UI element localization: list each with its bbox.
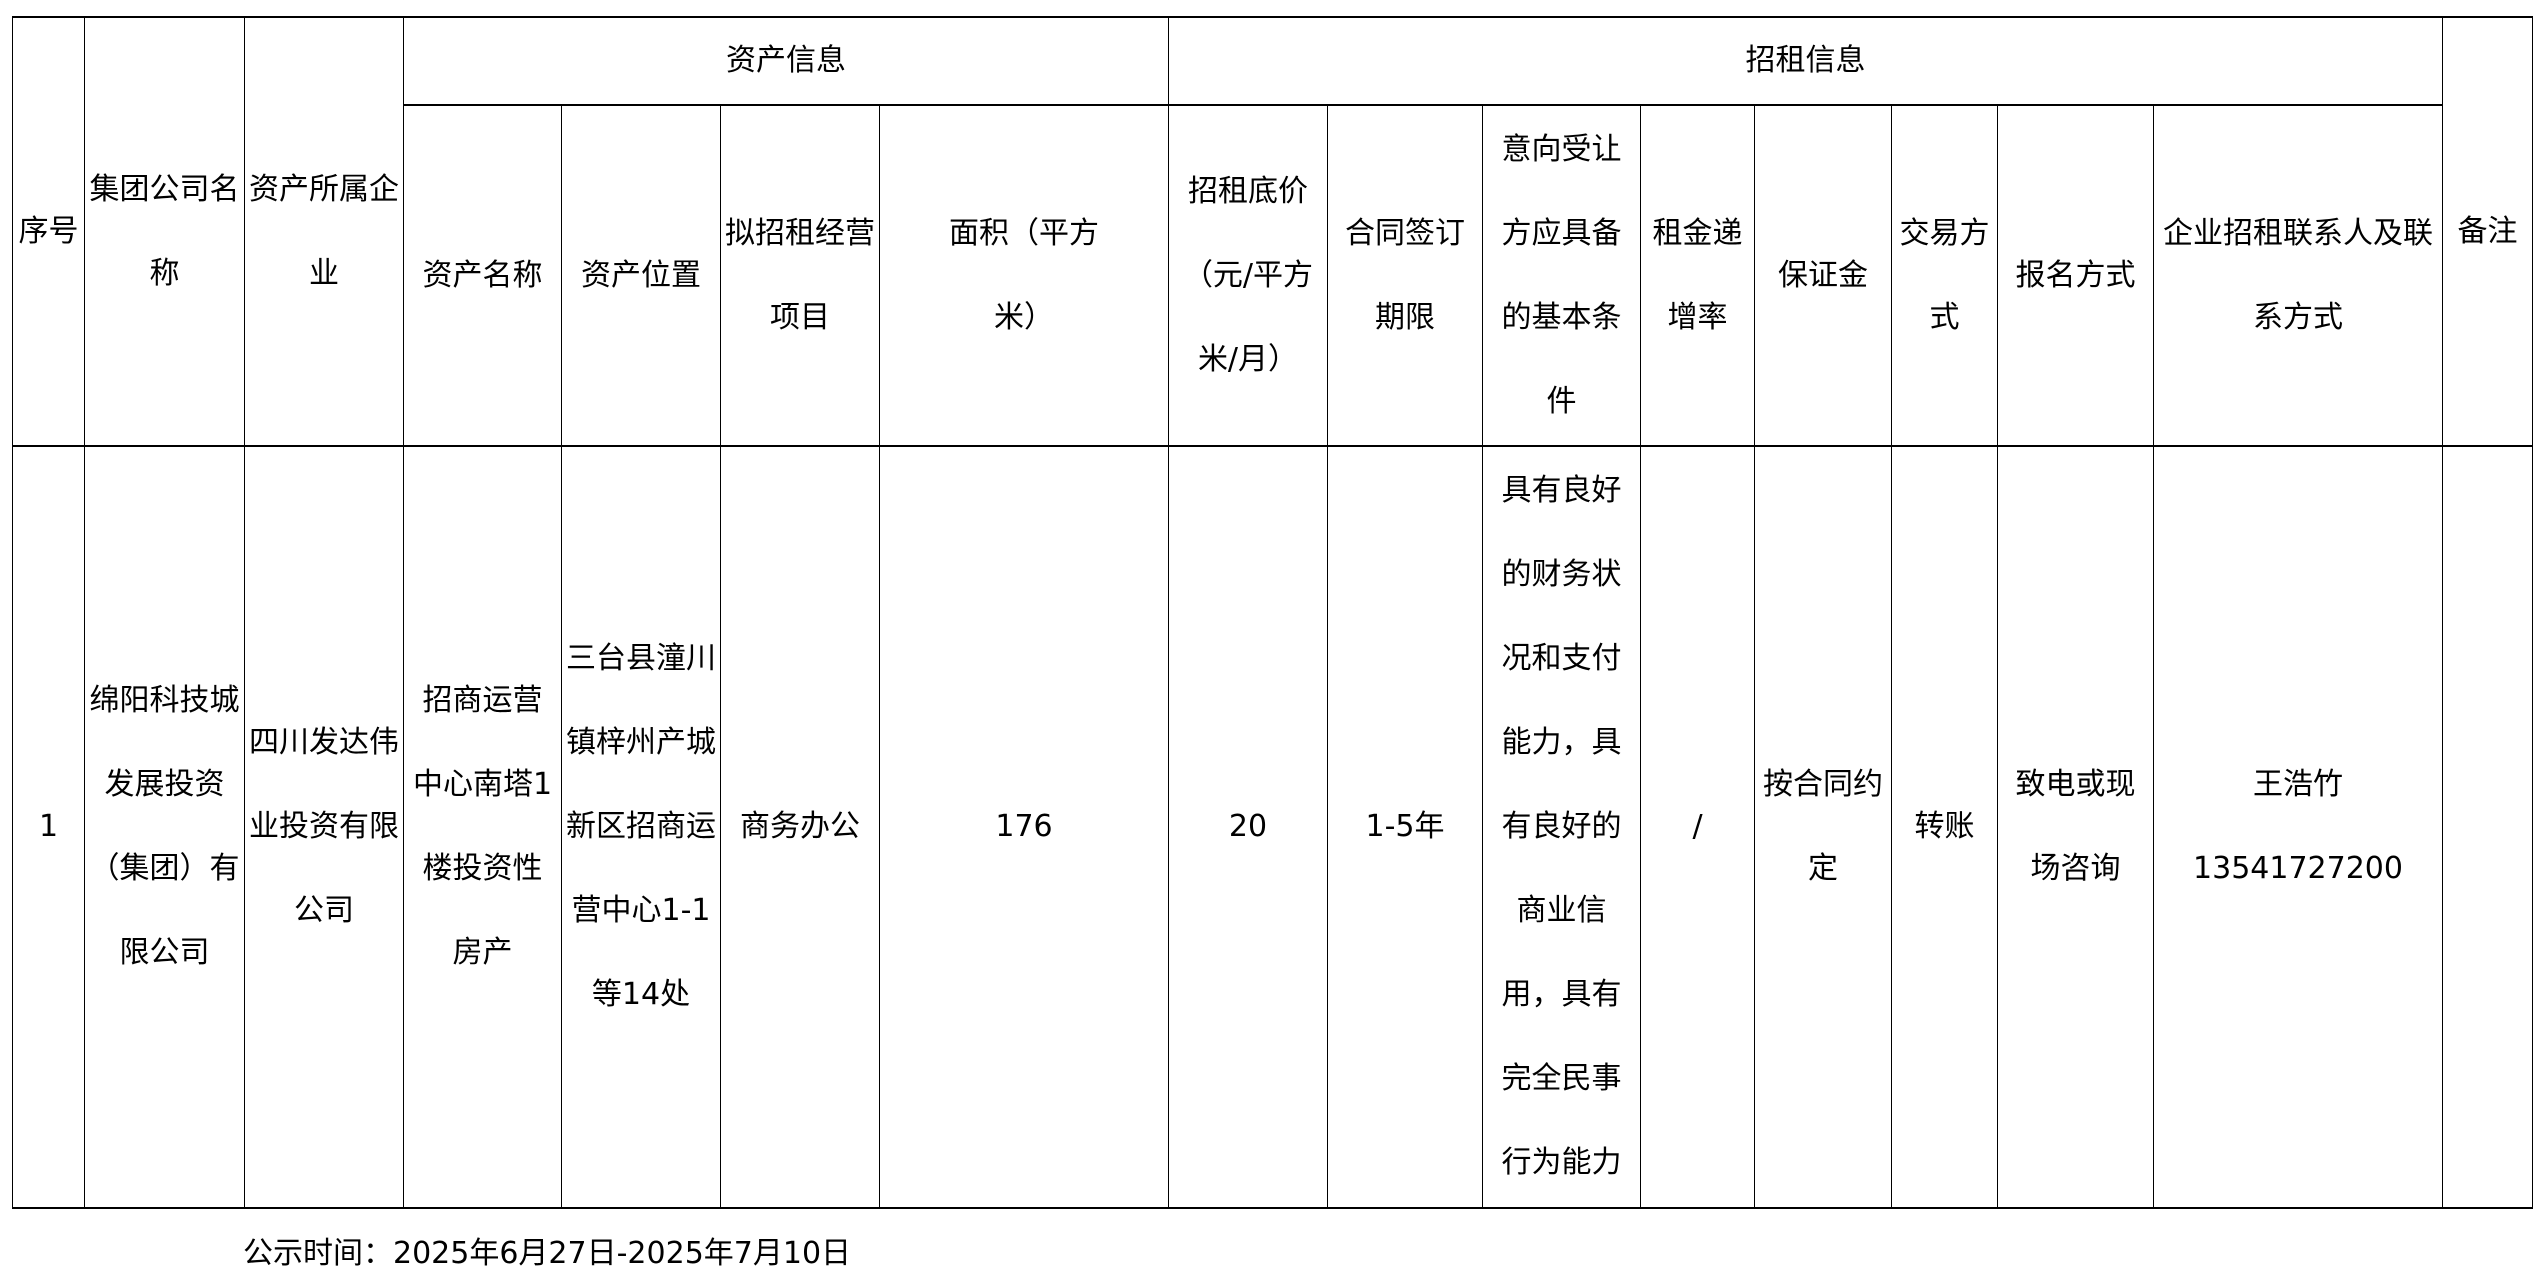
cell-increase-rate: / xyxy=(1640,445,1755,1209)
cell-location: 三台县潼川镇梓州产城新区招商运营中心1-1等14处 xyxy=(561,445,721,1209)
cell-remark xyxy=(2442,445,2533,1209)
lease-table: 序号 集团公司名称 资产所属企业 资产信息 招租信息 备注 资产名称 资产位置 … xyxy=(12,16,2533,1209)
cell-area: 176 xyxy=(879,445,1169,1209)
cell-project: 商务办公 xyxy=(720,445,880,1209)
col-header-deposit: 保证金 xyxy=(1754,104,1892,447)
col-header-price: 招租底价（元/平方米/月） xyxy=(1168,104,1328,447)
cell-term: 1-5年 xyxy=(1327,445,1483,1209)
cell-trade-method: 转账 xyxy=(1891,445,1998,1209)
col-header-increase-rate: 租金递增率 xyxy=(1640,104,1755,447)
table-row: 1 绵阳科技城发展投资（集团）有限公司 四川发达伟业投资有限公司 招商运营中心南… xyxy=(12,445,2533,1209)
cell-asset-name: 招商运营中心南塔1楼投资性房产 xyxy=(403,445,562,1209)
cell-conditions: 具有良好的财务状况和支付能力，具有良好的商业信用，具有完全民事行为能力 xyxy=(1482,445,1641,1209)
notice-period: 公示时间：2025年6月27日-2025年7月10日 xyxy=(243,1236,852,1271)
col-header-location: 资产位置 xyxy=(561,104,721,447)
col-header-term: 合同签订期限 xyxy=(1327,104,1483,447)
col-header-group-company: 集团公司名称 xyxy=(84,16,245,447)
group-header-lease-info: 招租信息 xyxy=(1168,16,2443,106)
col-header-signup: 报名方式 xyxy=(1997,104,2154,447)
cell-contact: 王浩竹 13541727200 xyxy=(2153,445,2443,1209)
col-header-no: 序号 xyxy=(12,16,85,447)
col-header-owner: 资产所属企业 xyxy=(244,16,404,447)
col-header-trade-method: 交易方式 xyxy=(1891,104,1998,447)
col-header-contact: 企业招租联系人及联系方式 xyxy=(2153,104,2443,447)
cell-price: 20 xyxy=(1168,445,1328,1209)
col-header-project: 拟招租经营项目 xyxy=(720,104,880,447)
col-header-area: 面积（平方米） xyxy=(879,104,1169,447)
cell-deposit: 按合同约定 xyxy=(1754,445,1892,1209)
cell-signup: 致电或现场咨询 xyxy=(1997,445,2154,1209)
contact-phone: 13541727200 xyxy=(2193,851,2403,886)
header-row: 资产名称 资产位置 拟招租经营项目 面积（平方米） 招租底价（元/平方米/月） … xyxy=(13,104,2533,447)
cell-owner: 四川发达伟业投资有限公司 xyxy=(244,445,404,1209)
col-header-conditions: 意向受让方应具备的基本条件 xyxy=(1482,104,1641,447)
contact-name: 王浩竹 xyxy=(2253,767,2343,802)
cell-no: 1 xyxy=(12,445,85,1209)
col-header-asset-name: 资产名称 xyxy=(403,104,562,447)
header-group-row: 序号 集团公司名称 资产所属企业 资产信息 招租信息 备注 xyxy=(12,16,2533,447)
group-header-asset-info: 资产信息 xyxy=(403,16,1169,106)
col-header-remark: 备注 xyxy=(2442,16,2533,447)
cell-group-company: 绵阳科技城发展投资（集团）有限公司 xyxy=(84,445,245,1209)
area-header-text: 面积（平方米） xyxy=(949,215,1099,335)
